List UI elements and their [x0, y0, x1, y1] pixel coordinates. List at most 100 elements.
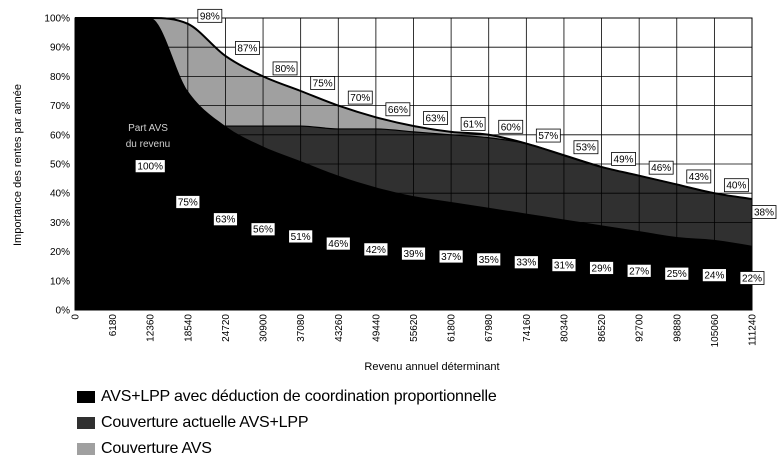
x-tick-label: 105060 — [710, 314, 721, 348]
data-label: 43% — [686, 169, 712, 184]
data-label-text: 46% — [328, 239, 348, 250]
series-line-couverture-actuelle — [225, 125, 753, 200]
data-label-text: 80% — [275, 64, 295, 75]
data-label-text: 98% — [200, 11, 220, 22]
data-label-text: 46% — [651, 163, 671, 174]
data-label-text: 100% — [137, 162, 163, 173]
y-axis-ticks: 0% 10% 20% 30% 40% 50% 60% 70% 80% 90% 100% — [44, 14, 70, 317]
data-label-text: 27% — [629, 266, 649, 277]
y-tick-label: 30% — [50, 218, 70, 229]
data-label-text: 35% — [479, 255, 499, 266]
data-label-box — [235, 41, 260, 55]
data-label-text: 51% — [291, 232, 311, 243]
data-label-text: 87% — [237, 43, 257, 54]
data-label: 57% — [535, 128, 561, 143]
data-label-box — [551, 258, 577, 272]
data-label: 22% — [739, 271, 765, 285]
x-axis-label: Revenu annuel déterminant — [364, 361, 499, 373]
gridlines — [74, 17, 753, 311]
data-label-box — [739, 271, 765, 285]
data-label-text: 53% — [576, 143, 596, 154]
plot-border — [74, 17, 753, 311]
data-label-text: 63% — [215, 215, 235, 226]
x-tick-label: 24720 — [221, 314, 232, 342]
data-label-text: 22% — [742, 274, 762, 285]
data-label-text: 25% — [667, 269, 687, 280]
data-label-text: 37% — [441, 252, 461, 263]
data-label-box — [423, 111, 448, 125]
data-label-box — [611, 152, 636, 166]
legend-item: Couverture AVS — [77, 436, 497, 462]
data-label: 39% — [401, 246, 426, 261]
data-label: 87% — [235, 41, 260, 55]
x-tick-label: 61800 — [447, 314, 458, 342]
data-label: 35% — [476, 252, 502, 267]
data-label-box — [723, 178, 749, 193]
area-chart: 0% 10% 20% 30% 40% 50% 60% 70% 80% 90% 100% 0 6180 1… — [12, 8, 777, 373]
data-label-box — [573, 140, 599, 155]
legend-item: Couverture actuelle AVS+LPP — [77, 410, 497, 436]
data-label-text: 75% — [178, 198, 198, 209]
data-label-box — [197, 8, 223, 23]
data-label-box — [460, 116, 486, 131]
data-label-text: 56% — [253, 225, 273, 236]
y-tick-label: 0% — [56, 306, 71, 317]
data-label: 53% — [573, 140, 599, 155]
x-tick-label: 67980 — [484, 314, 495, 342]
y-tick-label: 40% — [50, 189, 70, 200]
y-tick-label: 90% — [50, 43, 70, 54]
y-tick-label: 70% — [50, 101, 70, 112]
y-tick-label: 20% — [50, 247, 70, 258]
data-label: 42% — [363, 242, 389, 257]
data-label: 80% — [272, 61, 298, 76]
data-label-text: 42% — [366, 245, 386, 256]
data-label: 98% — [197, 8, 223, 23]
x-tick-label: 12360 — [146, 314, 157, 342]
data-label-box — [310, 76, 336, 90]
data-label-box — [476, 252, 502, 267]
data-label: 29% — [589, 261, 614, 275]
data-label-box — [347, 90, 373, 105]
x-tick-label: 92700 — [635, 314, 646, 342]
data-label-text: 57% — [538, 131, 558, 142]
data-label-text: 29% — [592, 263, 612, 274]
data-label-box — [589, 261, 614, 275]
data-label: 66% — [385, 102, 411, 117]
data-label: 75% — [175, 195, 201, 209]
data-label: 61% — [460, 116, 486, 131]
legend-label: AVS+LPP avec déduction de coordination p… — [101, 388, 497, 405]
x-tick-label: 37080 — [296, 314, 307, 342]
data-label-box — [272, 61, 298, 76]
data-label-text: 24% — [704, 271, 724, 282]
data-label: 24% — [701, 268, 727, 283]
data-label-box — [535, 128, 561, 143]
area-avs-lpp-coordination-proportionnelle — [75, 18, 752, 310]
y-tick-label: 10% — [50, 276, 70, 287]
data-label: 63% — [423, 111, 448, 125]
data-label-box — [751, 205, 777, 219]
legend-swatch-black — [77, 391, 95, 403]
data-label-text: 38% — [754, 208, 774, 219]
data-label: 70% — [347, 90, 373, 105]
data-label: 75% — [310, 76, 336, 90]
data-label-text: 49% — [614, 154, 634, 165]
data-label-text: 61% — [463, 119, 483, 130]
legend-label: Couverture AVS — [101, 440, 212, 457]
annotations: Part AVS du revenu — [126, 123, 170, 150]
data-label: 46% — [325, 236, 351, 251]
legend-item: AVS+LPP avec déduction de coordination p… — [77, 384, 497, 410]
data-label-text: 63% — [425, 114, 445, 125]
legend-swatch-light-gray — [77, 443, 95, 455]
x-tick-label: 55620 — [409, 314, 420, 342]
y-tick-label: 60% — [50, 130, 70, 141]
data-label-box — [701, 268, 727, 283]
x-tick-label: 43260 — [334, 314, 345, 342]
data-label-text: 43% — [689, 172, 709, 183]
data-label-text: 66% — [388, 105, 408, 116]
data-label-box — [288, 229, 314, 244]
data-label-box — [175, 195, 201, 209]
x-tick-label: 98880 — [672, 314, 683, 342]
data-label: 38% — [751, 205, 777, 219]
avs-share-caption-line-1: Part AVS — [128, 123, 168, 134]
data-labels: 100% 75% 63% 56% 51% 46% 42% 39% 37% 35% 33% 31% 29%… — [134, 8, 777, 285]
